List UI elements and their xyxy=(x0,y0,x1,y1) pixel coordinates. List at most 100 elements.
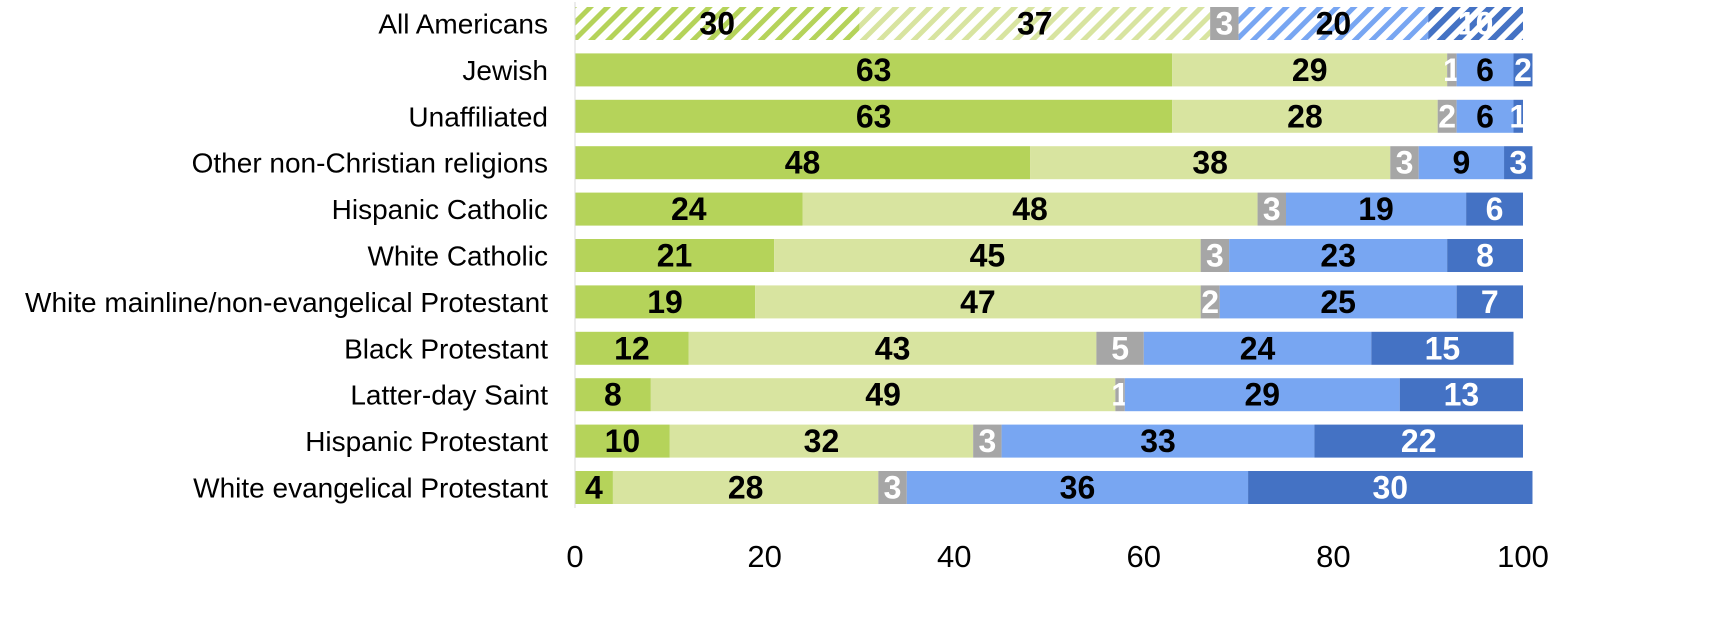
data-label-white-mainline-non-evangelical-protestant-1: 47 xyxy=(960,284,996,320)
data-label-hispanic-protestant-3: 33 xyxy=(1140,423,1176,459)
data-label-all-americans-1: 37 xyxy=(1017,6,1053,42)
data-label-jewish-0: 63 xyxy=(856,52,892,88)
data-label-hispanic-protestant-4: 22 xyxy=(1401,423,1437,459)
bar-segment-other-non-christian-religions-0 xyxy=(575,146,1031,180)
data-label-jewish-2: 1 xyxy=(1443,52,1461,88)
bar-segment-latter-day-saint-1 xyxy=(650,378,1116,412)
x-tick-label-80: 80 xyxy=(1316,539,1350,574)
data-label-white-evangelical-protestant-2: 3 xyxy=(884,470,902,506)
bar-segment-hispanic-protestant-3 xyxy=(1001,424,1315,458)
data-label-black-protestant-0: 12 xyxy=(614,330,650,366)
bar-segment-all-americans-2 xyxy=(1210,7,1239,40)
x-tick-label-0: 0 xyxy=(566,539,583,574)
bar-segment-white-mainline-non-evangelical-protestant-3 xyxy=(1219,285,1457,319)
bar-segment-white-mainline-non-evangelical-protestant-4 xyxy=(1456,285,1523,319)
data-label-hispanic-protestant-2: 3 xyxy=(978,423,996,459)
data-label-all-americans-2: 3 xyxy=(1215,6,1233,42)
data-label-hispanic-catholic-4: 6 xyxy=(1486,191,1504,227)
bar-segment-hispanic-catholic-0 xyxy=(575,192,803,226)
data-label-hispanic-protestant-1: 32 xyxy=(804,423,840,459)
bar-segment-latter-day-saint-3 xyxy=(1124,378,1400,412)
data-label-latter-day-saint-0: 8 xyxy=(604,377,622,413)
bar-segment-other-non-christian-religions-1 xyxy=(1030,146,1391,180)
data-label-all-americans-0: 30 xyxy=(699,6,735,42)
bar-segment-unaffiliated-0 xyxy=(575,99,1173,133)
bar-segment-other-non-christian-religions-4 xyxy=(1504,146,1533,180)
bar-segment-jewish-4 xyxy=(1513,53,1533,87)
data-label-white-mainline-non-evangelical-protestant-4: 7 xyxy=(1481,284,1499,320)
data-label-white-catholic-1: 45 xyxy=(970,238,1006,274)
bar-segment-other-non-christian-religions-3 xyxy=(1418,146,1505,180)
bar-segment-black-protestant-4 xyxy=(1371,331,1514,365)
bar-segment-all-americans-0 xyxy=(575,7,860,40)
category-label-hispanic-protestant: Hispanic Protestant xyxy=(305,426,548,457)
data-label-white-evangelical-protestant-3: 36 xyxy=(1060,470,1096,506)
bar-segment-hispanic-protestant-1 xyxy=(669,424,974,458)
data-label-other-non-christian-religions-0: 48 xyxy=(785,145,821,181)
data-label-hispanic-catholic-2: 3 xyxy=(1263,191,1281,227)
bar-segment-black-protestant-3 xyxy=(1143,331,1372,365)
bar-segment-jewish-2 xyxy=(1447,53,1457,87)
data-label-hispanic-protestant-0: 10 xyxy=(605,423,641,459)
category-label-latter-day-saint: Latter-day Saint xyxy=(350,380,548,411)
x-tick-label-40: 40 xyxy=(937,539,971,574)
category-label-white-catholic: White Catholic xyxy=(367,241,548,272)
bar-segment-all-americans-1 xyxy=(859,7,1211,40)
bar-segment-white-catholic-0 xyxy=(575,239,775,272)
data-label-white-mainline-non-evangelical-protestant-0: 19 xyxy=(647,284,683,320)
bar-segment-black-protestant-0 xyxy=(575,331,689,365)
data-label-other-non-christian-religions-2: 3 xyxy=(1396,145,1414,181)
bar-segment-hispanic-catholic-3 xyxy=(1286,192,1467,226)
x-tick-label-100: 100 xyxy=(1497,539,1549,574)
data-label-black-protestant-1: 43 xyxy=(875,330,911,366)
category-label-other-non-christian-religions: Other non-Christian religions xyxy=(192,148,548,179)
bar-segment-white-evangelical-protestant-4 xyxy=(1248,471,1533,504)
data-label-latter-day-saint-2: 1 xyxy=(1111,377,1129,413)
data-label-latter-day-saint-4: 13 xyxy=(1444,377,1480,413)
bar-segment-black-protestant-2 xyxy=(1096,331,1144,365)
bar-segment-unaffiliated-3 xyxy=(1456,99,1514,133)
bar-segment-hispanic-protestant-2 xyxy=(973,424,1002,458)
bar-segment-latter-day-saint-4 xyxy=(1399,378,1523,412)
data-label-white-catholic-0: 21 xyxy=(657,238,693,274)
category-label-all-americans: All Americans xyxy=(378,9,548,40)
bar-segment-white-mainline-non-evangelical-protestant-1 xyxy=(755,285,1201,319)
bar-segment-unaffiliated-4 xyxy=(1513,99,1523,133)
data-label-hispanic-catholic-3: 19 xyxy=(1358,191,1394,227)
data-label-latter-day-saint-3: 29 xyxy=(1245,377,1281,413)
bar-segment-white-evangelical-protestant-0 xyxy=(575,471,613,504)
data-label-unaffiliated-3: 6 xyxy=(1476,98,1494,134)
bar-segment-unaffiliated-2 xyxy=(1437,99,1457,133)
category-labels-group: All Americans Jewish Unaffiliated Other non… xyxy=(25,9,548,504)
bar-segment-all-americans-3 xyxy=(1238,7,1429,40)
category-label-hispanic-catholic: Hispanic Catholic xyxy=(332,194,548,225)
data-label-white-catholic-4: 8 xyxy=(1476,238,1494,274)
data-label-all-americans-3: 20 xyxy=(1316,6,1352,42)
data-label-unaffiliated-4: 1 xyxy=(1509,98,1527,134)
bar-segment-hispanic-protestant-4 xyxy=(1314,424,1523,458)
bar-segment-white-evangelical-protestant-2 xyxy=(878,471,907,504)
data-label-white-catholic-3: 23 xyxy=(1320,238,1356,274)
data-label-black-protestant-2: 5 xyxy=(1111,330,1129,366)
data-label-jewish-1: 29 xyxy=(1292,52,1328,88)
bar-segment-white-evangelical-protestant-3 xyxy=(906,471,1249,504)
bar-segment-other-non-christian-religions-2 xyxy=(1390,146,1419,180)
bar-segment-latter-day-saint-2 xyxy=(1115,378,1125,412)
data-label-unaffiliated-2: 2 xyxy=(1438,98,1456,134)
bar-segment-hispanic-catholic-2 xyxy=(1257,192,1286,226)
bar-segment-jewish-3 xyxy=(1456,53,1514,87)
tick-labels-group: 0 20 40 60 80 100 xyxy=(566,539,1548,574)
bar-segment-unaffiliated-1 xyxy=(1172,99,1438,133)
data-label-unaffiliated-1: 28 xyxy=(1287,98,1323,134)
data-label-white-mainline-non-evangelical-protestant-2: 2 xyxy=(1201,284,1219,320)
bar-segment-all-americans-4 xyxy=(1428,7,1523,40)
bar-segment-jewish-0 xyxy=(575,53,1173,87)
bar-segment-latter-day-saint-0 xyxy=(575,378,651,412)
data-label-other-non-christian-religions-3: 9 xyxy=(1452,145,1470,181)
data-label-hispanic-catholic-1: 48 xyxy=(1012,191,1048,227)
bar-segment-hispanic-protestant-0 xyxy=(575,424,670,458)
data-label-other-non-christian-religions-4: 3 xyxy=(1509,145,1527,181)
category-label-white-mainline-non-evangelical-protestant: White mainline/non-evangelical Protestan… xyxy=(25,287,548,318)
